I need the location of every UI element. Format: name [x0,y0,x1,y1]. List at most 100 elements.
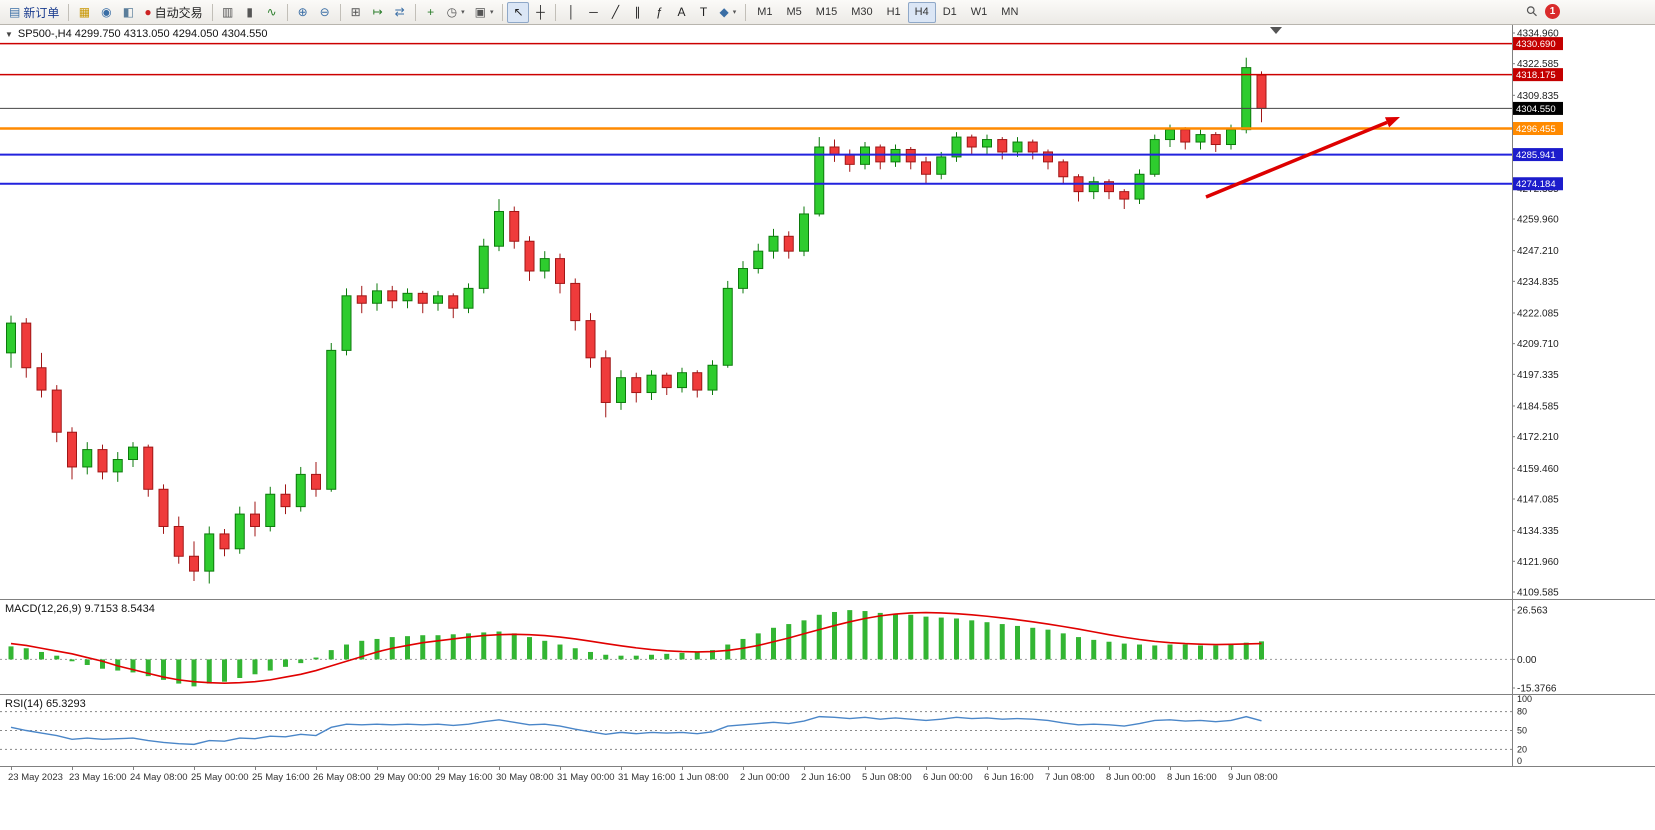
timeframe-m30-button[interactable]: M30 [851,6,873,18]
macd-header: MACD(12,26,9) 9.7153 8.5434 [5,603,155,615]
support-lower-tag-text: 4274.184 [1516,179,1556,190]
text-label-icon: T [699,5,708,19]
support-upper-tag [1513,148,1563,162]
chart-ohlc-text: SP500-,H4 4299.750 4313.050 4294.050 430… [17,28,268,40]
shapes-button[interactable]: ◆ ▾ [714,2,741,23]
time-axis-label: 24 May 08:00 [130,772,188,783]
auto-scroll-button[interactable]: ↦ [367,2,389,23]
time-axis[interactable]: 23 May 2023 23 May 16:00 24 May 08:00 25 Ma… [0,766,1655,786]
toolbar-separator [211,3,213,21]
rsi-axis-label: 50 [1517,726,1527,736]
timeframe-h4-button[interactable]: H4 [907,1,936,23]
toolbar-separator [339,3,341,21]
toolbar-separator [745,3,747,21]
price-axis-label: 4121.960 [1517,557,1559,568]
time-axis-label: 23 May 2023 [8,772,63,783]
line-chart-icon: ∿ [266,5,277,19]
time-axis-label: 2 Jun 00:00 [740,772,790,783]
fibonacci-button[interactable]: ƒ [648,2,670,23]
price-axis-label: 4222.085 [1517,308,1559,319]
time-axis-label: 29 May 00:00 [374,772,432,783]
horizontal-line-icon: ─ [589,5,598,19]
templates-button[interactable]: ▣ ▾ [470,2,499,23]
timeframe-m15-button[interactable]: M15 [815,6,838,18]
text-label-button[interactable]: T [692,2,714,23]
time-axis-tick [377,767,378,770]
bar-chart-button[interactable]: ▥ [217,2,239,23]
cursor-button[interactable]: ↖ [507,1,530,23]
time-axis-label: 9 Jun 08:00 [1228,772,1278,783]
search-icon[interactable]: ⚲ [1522,1,1541,21]
timeframe-h1-button[interactable]: H1 [886,6,901,18]
rsi-header: RSI(14) 65.3293 [5,698,86,710]
price-axis-label: 4234.835 [1517,277,1559,288]
notification-badge[interactable]: 1 [1545,4,1560,19]
auto-trading-button[interactable]: ● 自动交易 [139,2,207,23]
new-order-button[interactable]: ▤ 新订单 [4,2,64,23]
price-axis-label: 4147.085 [1517,494,1559,505]
chevron-down-icon[interactable]: ▼ [5,29,13,39]
time-axis-label: 5 Jun 08:00 [862,772,912,783]
rsi-line [10,715,1262,746]
timeframe-w1-button[interactable]: W1 [970,6,988,18]
time-axis-tick [560,767,561,770]
line-chart-button[interactable]: ∿ [261,2,283,23]
new-order-icon: ▤ [9,5,21,19]
market-watch-button[interactable]: ▦ [73,2,95,23]
navigator-button[interactable]: ◉ [95,2,117,23]
equidistant-channel-button[interactable]: ∥ [626,2,648,23]
time-axis-tick [804,767,805,770]
support-upper-tag-text: 4285.941 [1516,150,1556,161]
trend-arrow-line[interactable] [1205,120,1388,199]
toolbar-separator [414,3,416,21]
rsi-axis-label: 20 [1517,744,1527,754]
price-axis-label: 4109.585 [1517,588,1559,599]
time-axis-tick [316,767,317,770]
periods-button[interactable]: ◷ ▾ [442,2,470,23]
vertical-line-icon: │ [567,5,576,19]
time-axis-label: 31 May 00:00 [557,772,615,783]
crosshair-icon: ┼ [536,5,545,19]
chart-shift-marker[interactable] [1270,27,1282,34]
time-axis-label: 31 May 16:00 [618,772,676,783]
rsi-axis-label: 0 [1517,756,1522,766]
toolbar-separator [502,3,504,21]
time-axis-tick [133,767,134,770]
terminal-button[interactable]: ◧ [117,2,139,23]
macd-axis-label: 26.563 [1517,606,1548,617]
trend-arrow-head[interactable] [1384,117,1400,128]
timeframe-mn-button[interactable]: MN [1001,6,1019,18]
timeframe-d1-button[interactable]: D1 [942,6,957,18]
candlestick-chart-button[interactable]: ▮ [239,2,261,23]
bar-chart-icon: ▥ [221,5,234,19]
chart-ohlc-header: ▼ SP500-,H4 4299.750 4313.050 4294.050 4… [5,28,267,40]
trendline-button[interactable]: ╱ [604,2,626,23]
timeframe-m5-button[interactable]: M5 [786,6,802,18]
rsi-axis-label: 100 [1517,695,1532,704]
new-order-label: 新订单 [23,5,60,20]
resistance-lower-tag-text: 4318.175 [1516,70,1556,81]
vertical-line-button[interactable]: │ [560,2,582,23]
rsi-indicator-panel[interactable]: 100 80 50 20 0 RSI(14) 65.3293 [0,694,1655,767]
text-button[interactable]: A [670,2,692,23]
horizontal-line-button[interactable]: ─ [582,2,604,23]
chevron-down-icon: ▾ [489,9,494,16]
price-axis-label: 4172.210 [1517,432,1559,443]
macd-indicator-panel[interactable]: 26.563 0.00 -15.3766 MACD(12,26,9) 9.7153 … [0,599,1655,695]
time-axis-label: 25 May 16:00 [252,772,310,783]
price-axis-label: 4259.960 [1517,215,1559,226]
tile-windows-button[interactable]: ⊞ [345,2,367,23]
timeframe-m1-button[interactable]: M1 [757,6,773,18]
chevron-down-icon: ▾ [732,9,737,16]
zoom-in-button[interactable]: ⊕ [292,2,314,23]
crosshair-button[interactable]: ┼ [529,2,551,23]
chart-shift-button[interactable]: ⇄ [389,2,411,23]
indicators-button[interactable]: + [420,2,442,23]
pivot-orange-tag-text: 4296.455 [1516,124,1556,135]
price-chart-panel[interactable]: 4334.9604322.5854309.8354297.3354284.835… [0,25,1655,599]
price-axis-label: 4247.210 [1517,246,1559,257]
chevron-down-icon: ▾ [461,9,465,16]
zoom-out-button[interactable]: ⊖ [314,2,336,23]
resistance-upper-tag-text: 4330.690 [1516,39,1556,50]
time-axis-tick [1048,767,1049,770]
